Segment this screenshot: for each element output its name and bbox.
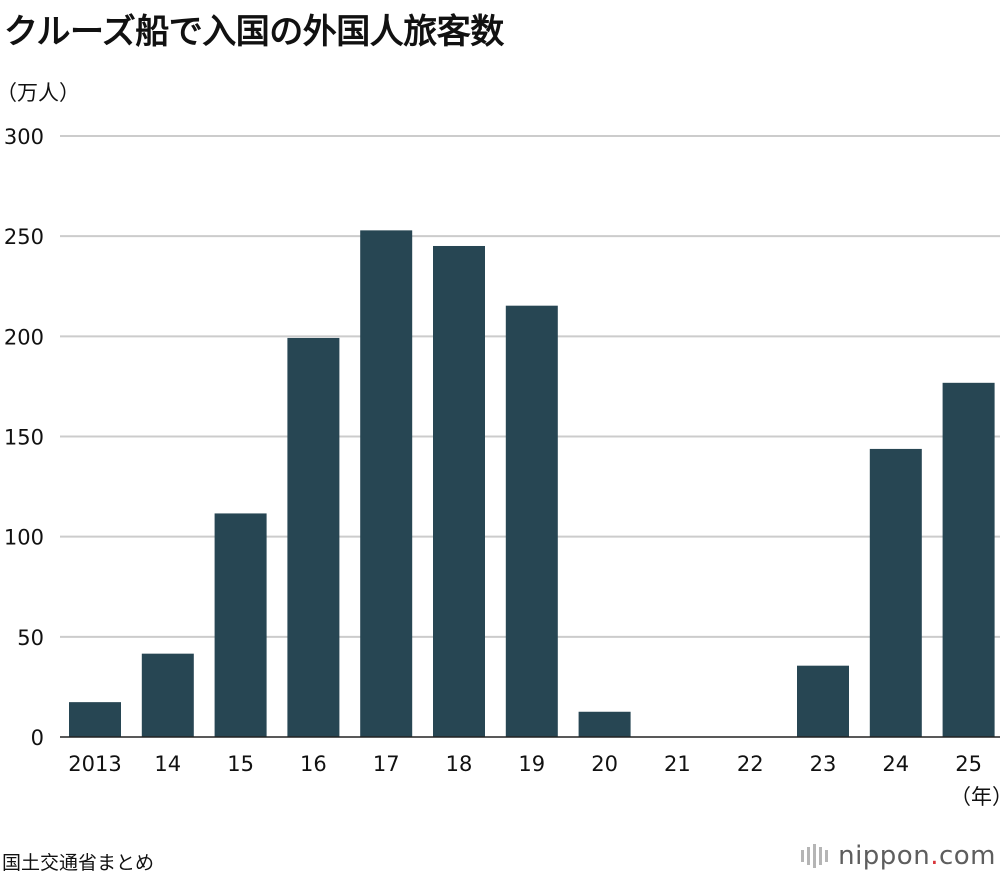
x-tick-label: 16 xyxy=(300,752,327,776)
x-tick-label: 21 xyxy=(664,752,691,776)
y-tick-label: 200 xyxy=(4,325,44,349)
y-tick-label: 0 xyxy=(31,726,44,750)
brand-bars-icon xyxy=(801,844,829,868)
bar-16 xyxy=(287,337,340,737)
x-tick-label: 14 xyxy=(154,752,181,776)
bar-24 xyxy=(869,448,922,737)
y-tick-label: 150 xyxy=(4,426,44,450)
bar-19 xyxy=(505,305,558,737)
bar-25 xyxy=(942,382,995,737)
chart-title: クルーズ船で入国の外国人旅客数 xyxy=(4,12,504,52)
brand-wordmark: nippon.com xyxy=(838,841,996,871)
y-axis-ticks: 0 50 100 150 200 250 300 xyxy=(4,125,44,750)
brand-suffix: com xyxy=(938,841,996,871)
x-axis-ticks: 2013 14 15 16 17 18 19 20 21 22 23 24 25 xyxy=(68,752,982,776)
x-axis-unit-label: （年） xyxy=(950,785,1000,809)
brand-name: nippon xyxy=(838,841,931,871)
bar-18 xyxy=(433,245,485,737)
y-tick-label: 50 xyxy=(17,626,44,650)
brand-dot: . xyxy=(930,841,939,871)
bar-chart: （万人） 0 50 100 150 200 250 300 2013 14 15 16 17 18 19… xyxy=(0,81,1000,809)
x-tick-label: 15 xyxy=(227,752,254,776)
x-tick-label: 20 xyxy=(591,752,618,776)
bar-23 xyxy=(797,665,849,737)
y-axis-unit-label: （万人） xyxy=(0,81,80,105)
x-tick-label: 17 xyxy=(373,752,400,776)
bar-15 xyxy=(214,513,267,737)
x-tick-label: 18 xyxy=(446,752,473,776)
brand-logo: nippon.com xyxy=(801,840,996,872)
bar-14 xyxy=(141,653,194,737)
x-tick-label: 2013 xyxy=(68,752,121,776)
x-tick-label: 24 xyxy=(882,752,909,776)
x-tick-label: 25 xyxy=(955,752,982,776)
bar-2013 xyxy=(69,702,121,737)
y-tick-label: 300 xyxy=(4,125,44,149)
x-tick-label: 22 xyxy=(737,752,764,776)
y-tick-label: 250 xyxy=(4,225,44,249)
x-tick-label: 23 xyxy=(810,752,837,776)
bar-20 xyxy=(578,711,631,737)
source-note: 国土交通省まとめ xyxy=(2,852,155,874)
x-tick-label: 19 xyxy=(518,752,545,776)
bars xyxy=(69,230,995,737)
y-tick-label: 100 xyxy=(4,526,44,550)
bar-17 xyxy=(360,230,413,737)
